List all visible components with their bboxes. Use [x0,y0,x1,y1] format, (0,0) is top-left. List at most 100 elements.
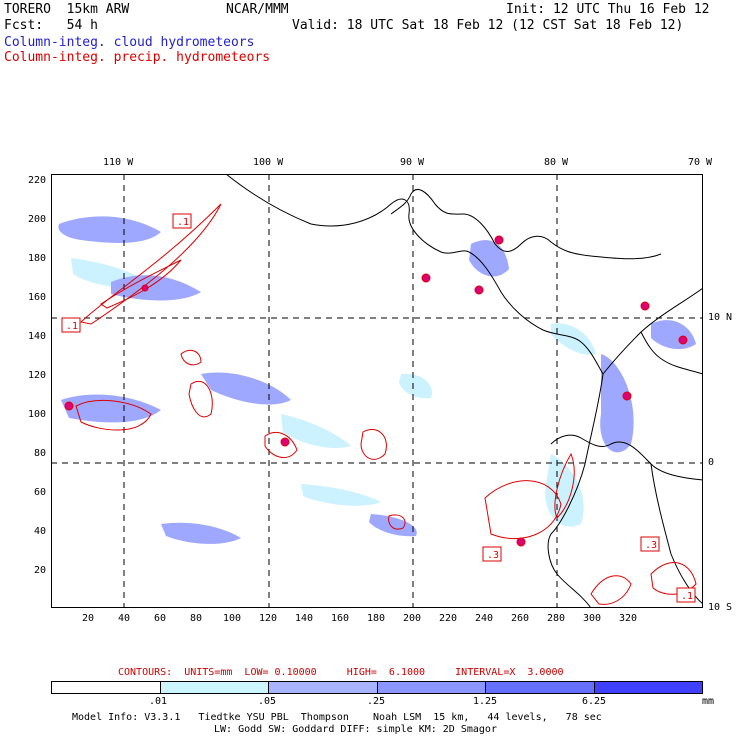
init-time: Init: 12 UTC Thu 16 Feb 12 [506,2,710,17]
lon-label: 90 W [399,157,425,168]
cloud-area [281,414,351,449]
precip-core [64,401,74,411]
precip-cores [64,235,688,547]
precip-core [640,301,650,311]
color-bar-cell [486,682,595,693]
precip-contour [188,381,213,418]
color-bar-label: 6.25 [581,696,607,707]
y-tick: 20 [33,565,46,576]
contour-label-box [61,317,81,333]
x-tick: 240 [474,613,494,624]
forecast-map: .1 .1 .3 .3 .1 [51,174,703,608]
precip-contour [75,399,152,431]
map-background [51,174,703,608]
venezuela-border [640,331,703,375]
precip-contour [79,203,222,325]
y-tick: 60 [33,487,46,498]
lat-lon-grid [51,174,703,608]
color-bar-cell [594,682,702,693]
precip-contour [650,562,697,595]
map-frame [51,174,703,608]
precip-core [678,335,688,345]
x-tick: 200 [402,613,422,624]
precip-contour [388,514,406,530]
cloud-area [58,216,161,243]
color-bar-cell [269,682,378,693]
x-tick: 260 [510,613,530,624]
cloud-area [600,354,634,453]
lat-label: 0 [708,457,715,468]
lat-label: 10 S [708,602,733,613]
precip-contour [484,480,562,539]
cloud-area [61,394,161,423]
precip-core [421,273,431,283]
contour-label-box [676,587,696,603]
x-tick: 160 [330,613,350,624]
cloud-area [469,240,509,277]
y-tick: 80 [33,448,46,459]
precip-contour [554,452,575,519]
y-tick: 160 [27,292,46,303]
caribbean-coast [390,189,662,260]
color-bar-label: 1.25 [472,696,498,707]
contour-label-box [172,213,192,229]
legend-cloud: Column-integ. cloud hydrometeors [4,35,255,50]
valid-time: Valid: 18 UTC Sat 18 Feb 12 (12 CST Sat … [292,18,684,33]
contour-label-box [640,536,660,552]
contour-label: .3 [487,550,499,561]
cloud-area [161,522,241,544]
x-tick: 20 [81,613,95,624]
contour-labels: .1 .1 .3 .3 .1 [61,213,696,603]
south-america-coast [547,373,604,608]
south-america-interior [550,434,703,481]
x-tick: 180 [366,613,386,624]
x-tick: 320 [618,613,638,624]
cloud-area [399,373,432,399]
color-bar-unit: mm [701,696,715,707]
color-bar-cell [52,682,161,693]
contour-info: CONTOURS: UNITS=mm LOW= 0.10000 HIGH= 6.… [118,667,564,678]
precip-core [474,285,484,295]
cloud-area [369,514,417,537]
x-tick: 220 [438,613,458,624]
x-tick: 40 [117,613,131,624]
x-tick: 140 [294,613,314,624]
legend-precip: Column-integ. precip. hydrometeors [4,50,271,65]
y-tick: 100 [27,409,46,420]
color-bar-label: .01 [148,696,168,707]
x-tick: 60 [153,613,167,624]
x-tick: 280 [546,613,566,624]
contour-label: .1 [681,591,693,602]
x-tick: 300 [582,613,602,624]
lon-label: 110 W [103,157,134,168]
forecast-hour: Fcst: 54 h [4,18,98,33]
y-tick: 120 [27,370,46,381]
contour-label: .1 [177,217,189,228]
color-bar-label: .05 [257,696,277,707]
central-america-coast [225,174,703,375]
model-info: Model Info: V3.3.1 Tiedtke YSU PBL Thomp… [72,712,602,723]
organization-label: NCAR/MMM [226,2,289,17]
contour-label-box [482,546,502,562]
cloud-area [301,484,381,506]
precip-contour [590,575,632,605]
lat-label: 10 N [708,312,733,323]
lon-label: 80 W [543,157,569,168]
color-bar-cell [160,682,269,693]
precip-contour [264,432,298,459]
y-tick: 200 [27,214,46,225]
y-tick: 220 [27,175,46,186]
precip-contour [100,259,182,309]
coastlines [225,174,703,608]
x-tick: 120 [258,613,278,624]
precip-core [141,284,149,292]
cloud-area [551,323,596,355]
precip-core [516,537,526,547]
lon-label: 100 W [253,157,284,168]
precip-contours [75,203,697,605]
precip-core [280,437,290,447]
model-title: TORERO 15km ARW [4,2,130,17]
color-bar-cell [377,682,486,693]
precip-core [622,391,632,401]
physics-info: LW: Godd SW: Goddard DIFF: simple KM: 2D… [214,724,497,735]
